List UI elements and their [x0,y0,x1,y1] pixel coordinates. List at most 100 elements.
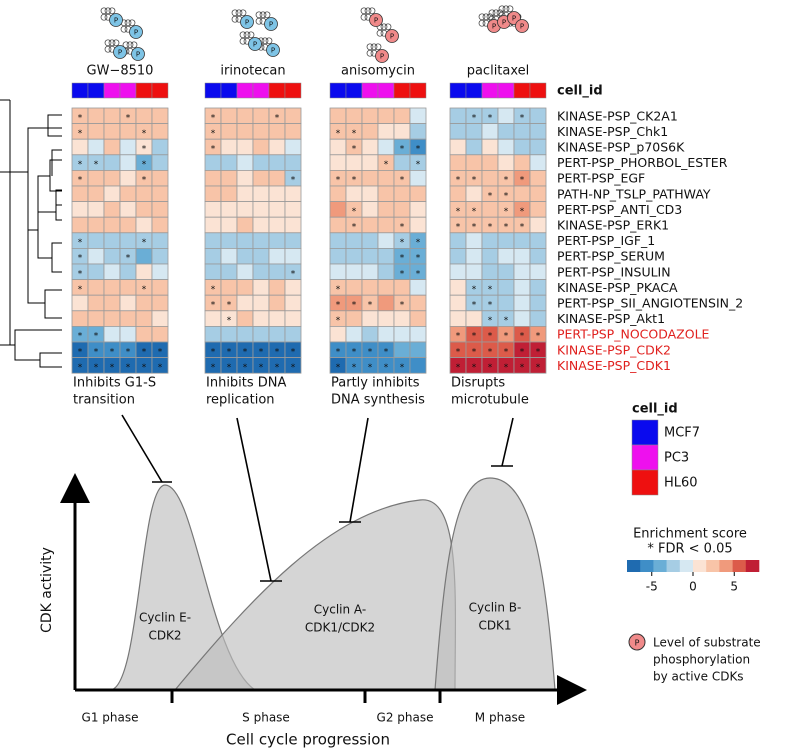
heatmap-cell [361,201,379,218]
fdr-star: * [243,347,248,357]
icon-scribble [384,23,392,31]
heatmap-cell [361,123,379,140]
icon-scribble [239,9,247,17]
icon-scribble [104,45,112,53]
fdr-star: * [520,332,525,342]
heatmap-cell [481,138,499,156]
heatmap-cell [529,185,547,203]
row-label: PERT-PSP_SERUM [557,249,665,264]
heatmap-cell [361,154,379,171]
fdr-star: * [472,332,477,342]
cell-id-strip [513,82,531,99]
row-label: KINASE-PSP_CDK2 [557,342,671,357]
heatmap-cell [151,138,169,156]
icon-phospho [264,17,278,31]
icon-p: P [390,33,394,41]
heatmap-cell [103,201,121,218]
colorbar-tick-label: 5 [730,580,738,594]
heatmap-cell [103,232,121,249]
fdr-star: * [142,238,147,248]
heatmap-cell [329,247,347,265]
fdr-star: * [488,316,493,326]
fdr-star: * [384,347,389,357]
heatmap-cell [513,247,531,265]
fdr-star: * [142,145,147,155]
cell-id-strip [87,82,105,99]
heatmap-cell [497,294,515,312]
heatmap-cell [513,279,531,296]
fdr-star: * [488,191,493,201]
heatmap-cell [361,216,379,234]
panel-annotation: replication [206,393,275,408]
heatmap-cell [284,279,302,296]
icon-scribble [255,17,263,25]
heatmap-cell [393,279,411,296]
heatmap-cell [220,169,238,187]
heatmap-cell [103,325,121,343]
colorbar-cell [693,560,707,572]
icon-p: P [374,17,378,25]
fdr-star: * [520,347,525,357]
fdr-star: * [158,347,163,357]
heatmap-cell [268,325,286,343]
phospho-legend-icon [628,633,646,651]
icon-p: P [134,29,138,37]
fdr-star: * [78,285,83,295]
fdr-star: * [488,363,493,373]
heatmap-cell [465,247,483,265]
heatmap-cell [284,107,302,125]
fdr-star: * [352,347,357,357]
heatmap-cell [252,247,270,265]
icon-p: P [136,51,140,59]
heatmap-cell [513,185,531,203]
fdr-star: * [456,176,461,186]
heatmap-cell [449,263,467,281]
heatmap-cell [71,201,89,218]
heatmap-cell [465,310,483,327]
heatmap-cell [151,185,169,203]
heatmap-cell [220,138,238,156]
colorbar-cell [706,560,720,572]
heatmap-cell [529,232,547,249]
heatmap-cell [529,123,547,140]
icon-scribble [482,13,490,21]
heatmap-cell [204,232,222,249]
icon-scribble [366,43,374,51]
heatmap-cell [529,263,547,281]
fdr-star: * [211,347,216,357]
heatmap-cell [151,279,169,296]
icon-scribble [239,37,247,45]
heatmap-cell [135,325,153,343]
cell-id-strip [481,82,499,99]
heatmap-cell [204,325,222,343]
heatmap-cell [409,341,427,359]
fdr-star: * [78,269,83,279]
heatmap-cell [497,232,515,249]
heatmap-cell [87,216,105,234]
heatmap-cell [87,294,105,312]
fdr-star: * [488,285,493,295]
heatmap-cell [204,310,222,327]
heatmap-cell [268,279,286,296]
heatmap-cell [71,185,89,203]
heatmap-cell [236,123,254,140]
heatmap-cell [236,185,254,203]
heatmap-cell [252,263,270,281]
fdr-star: * [504,363,509,373]
fdr-star: * [368,347,373,357]
heatmap-cell [529,216,547,234]
fdr-star: * [352,363,357,373]
phase-label: G2 phase [377,711,434,725]
icon-scribble [370,43,378,51]
heatmap-cell [345,107,363,125]
heatmap-cell [284,201,302,218]
fdr-star: * [352,223,357,233]
fdr-star: * [227,301,232,311]
heatmap-cell [71,138,89,156]
fdr-star: * [78,238,83,248]
fdr-star: * [400,238,405,248]
heatmap-cell [345,263,363,281]
fdr-star: * [472,176,477,186]
heatmap-cell [268,201,286,218]
